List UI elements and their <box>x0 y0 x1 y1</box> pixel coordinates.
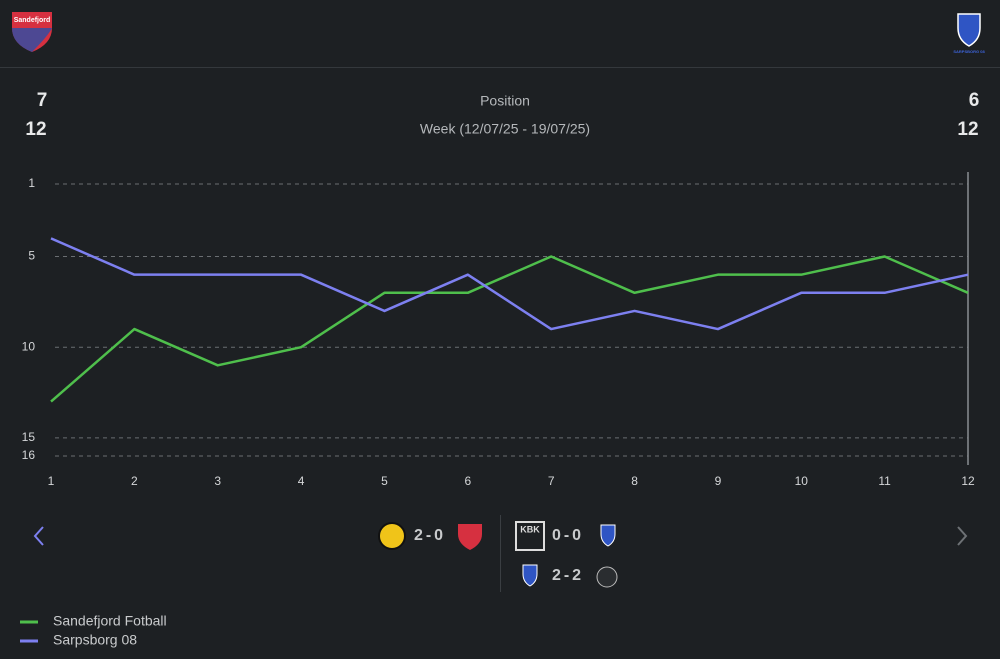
away-team-logo: SARPSBORG 08 <box>953 13 985 54</box>
x-tick-label: 7 <box>548 474 555 488</box>
next-button[interactable] <box>957 526 968 546</box>
badge-text: Sandefjord <box>14 17 51 24</box>
team-logo: KBK <box>515 521 545 551</box>
badge-text: SARPSBORG 08 <box>953 49 985 54</box>
team-logo <box>596 566 618 588</box>
legend-label: Sandefjord Fotball <box>53 613 167 629</box>
away-stat: 12 <box>957 119 978 140</box>
team-logo <box>600 524 616 547</box>
match-score: 2-0 <box>414 527 446 544</box>
y-tick-label: 1 <box>28 176 35 190</box>
x-tick-label: 1 <box>48 474 55 488</box>
x-tick-label: 5 <box>381 474 388 488</box>
team-logo <box>458 524 482 550</box>
y-tick-label: 16 <box>22 448 36 462</box>
team-logo <box>522 564 538 587</box>
x-tick-label: 2 <box>131 474 138 488</box>
x-tick-label: 11 <box>878 474 891 488</box>
chart-title: Position <box>480 93 530 109</box>
x-tick-label: 4 <box>298 474 305 488</box>
x-tick-label: 6 <box>464 474 471 488</box>
prev-button[interactable] <box>33 526 44 546</box>
legend-label: Sarpsborg 08 <box>53 632 137 648</box>
x-tick-label: 9 <box>715 474 722 488</box>
y-tick-label: 5 <box>28 249 35 263</box>
x-tick-label: 10 <box>795 474 809 488</box>
home-team-logo: Sandefjord <box>12 12 52 52</box>
x-tick-label: 3 <box>214 474 221 488</box>
x-tick-label: 8 <box>631 474 638 488</box>
series-line <box>50 255 969 403</box>
home-stat: 12 <box>25 119 46 140</box>
chart-subtitle: Week (12/07/25 - 19/07/25) <box>420 121 590 137</box>
team-logo <box>378 522 406 550</box>
away-stat: 6 <box>969 90 980 111</box>
y-tick-label: 10 <box>22 339 36 353</box>
series-line <box>50 237 969 331</box>
home-stat: 7 <box>37 90 48 111</box>
match-score: 0-0 <box>552 527 584 544</box>
match-score: 2-2 <box>552 567 584 584</box>
x-tick-label: 12 <box>961 474 975 488</box>
y-tick-label: 15 <box>22 430 36 444</box>
badge-text: KBK <box>520 524 540 534</box>
